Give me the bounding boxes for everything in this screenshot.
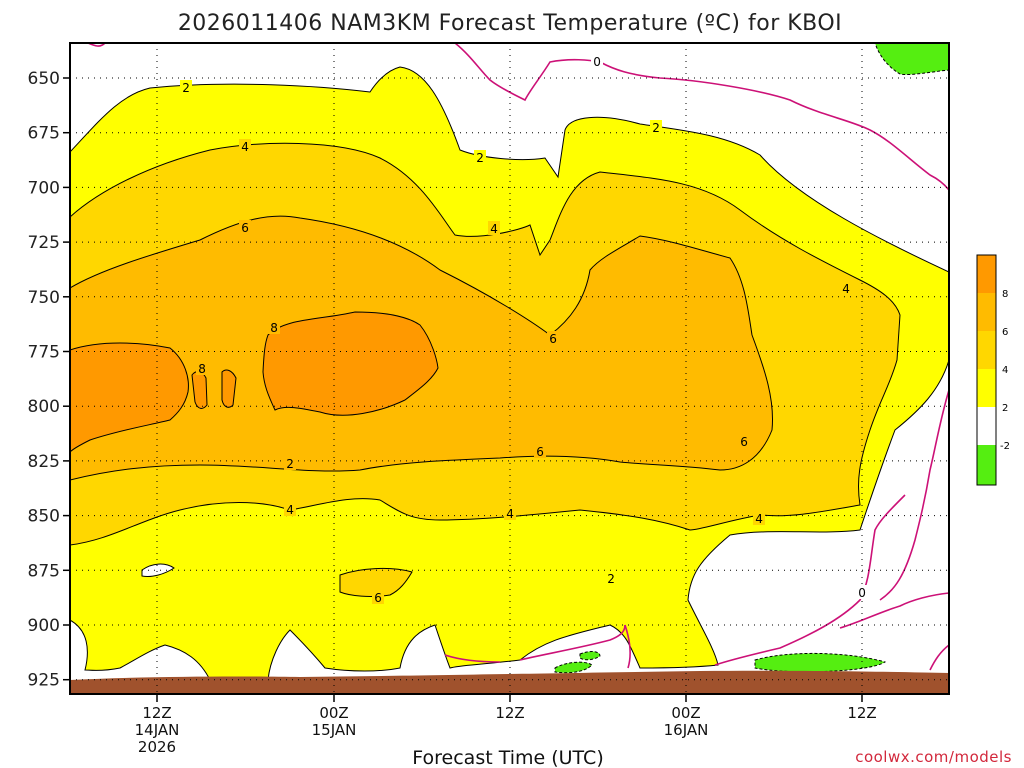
y-tick-label: 900 — [28, 616, 60, 636]
contour-label: 6 — [549, 332, 557, 346]
contour-label: 6 — [374, 591, 382, 605]
contour-label: 2 — [182, 81, 190, 95]
colorbar-label: -2 — [1000, 441, 1010, 452]
region-below-neg2-bottom-mid — [554, 661, 593, 674]
contour-label: 0 — [858, 586, 866, 600]
region-4-to-6-blob — [339, 567, 413, 597]
y-tick-label: 800 — [28, 397, 60, 417]
grid — [70, 43, 949, 694]
x-tick-label: 12Z — [847, 704, 876, 722]
y-tick-label: 725 — [28, 233, 60, 253]
chart-title: 2026011406 NAM3KM Forecast Temperature (… — [178, 11, 842, 36]
y-tick-label: 875 — [28, 561, 60, 581]
colorbar-label: 4 — [1002, 365, 1008, 376]
contour-label: 2 — [607, 572, 615, 586]
colorbar-swatch-above-8 — [977, 255, 996, 293]
y-tick-label: 700 — [28, 178, 60, 198]
contour-label: 2 — [286, 457, 294, 471]
x-tick-label: 2026 — [138, 738, 176, 756]
contour-label: 4 — [755, 512, 763, 526]
contour-label: 2 — [652, 121, 660, 135]
terrain — [70, 670, 949, 694]
x-tick-label: 16JAN — [664, 721, 709, 739]
contour-label: 6 — [740, 435, 748, 449]
y-tick-label: 750 — [28, 288, 60, 308]
colorbar: 8 6 4 2 -2 — [976, 254, 1010, 486]
contour-label: 4 — [490, 222, 498, 236]
zero-contours — [87, 43, 949, 671]
x-tick-label: 14JAN — [135, 721, 180, 739]
colorbar-label: 6 — [1002, 327, 1008, 338]
y-tick-label: 825 — [28, 452, 60, 472]
colorbar-label: 2 — [1002, 403, 1008, 414]
region-above-8-center — [262, 311, 439, 416]
colorbar-swatch-6-to-8 — [977, 293, 996, 331]
contour-label: 2 — [476, 151, 484, 165]
contour-label: 8 — [198, 362, 206, 376]
region-above-8-small2 — [221, 369, 237, 408]
y-axis: 650 675 700 725 750 775 800 825 850 875 900 925 — [28, 69, 70, 691]
x-axis-label: Forecast Time (UTC) — [412, 747, 603, 768]
y-tick-label: 775 — [28, 343, 60, 363]
y-tick-label: 850 — [28, 507, 60, 527]
x-tick-label: 12Z — [142, 704, 171, 722]
colorbar-swatch-neg2-to-2 — [977, 407, 996, 445]
y-tick-label: 675 — [28, 124, 60, 144]
region-below-neg2-dot — [579, 651, 601, 661]
y-tick-label: 650 — [28, 69, 60, 89]
x-tick-label: 12Z — [495, 704, 524, 722]
x-tick-label: 00Z — [319, 704, 348, 722]
colorbar-frame — [976, 254, 997, 486]
region-white-blob — [141, 563, 175, 577]
x-tick-label: 15JAN — [312, 721, 357, 739]
colorbar-swatch-2-to-4 — [977, 369, 996, 407]
contour-labels: 2 4 6 8 8 2 4 6 2 4 6 2 0 4 6 2 4 6 4 0 — [180, 54, 868, 605]
contour-label: 4 — [241, 140, 249, 154]
region-below-neg2-top — [874, 43, 949, 75]
contour-label: 4 — [286, 503, 294, 517]
y-tick-label: 925 — [28, 671, 60, 691]
contour-label: 6 — [241, 221, 249, 235]
contour-label: 8 — [270, 321, 278, 335]
colorbar-swatch-below-neg2 — [977, 445, 996, 485]
region-above-8-west — [70, 342, 189, 453]
colorbar-label: 8 — [1002, 289, 1008, 300]
contour-label: 4 — [842, 282, 850, 296]
contour-label: 0 — [593, 55, 601, 69]
contour-label: 6 — [536, 445, 544, 459]
credit-link[interactable]: coolwx.com/models — [855, 748, 1012, 766]
contour-label: 4 — [506, 507, 514, 521]
x-tick-label: 00Z — [671, 704, 700, 722]
colorbar-swatch-4-to-6 — [977, 331, 996, 369]
